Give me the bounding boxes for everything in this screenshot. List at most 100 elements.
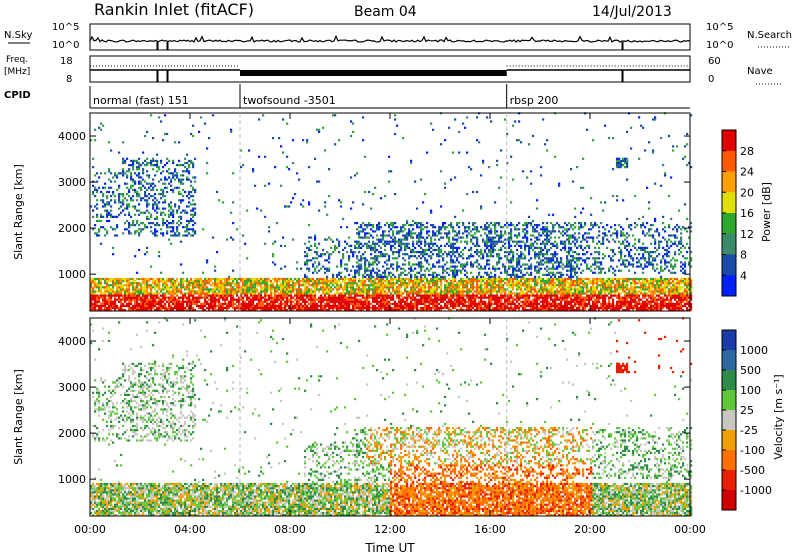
echo-cell [414,302,417,305]
echo-cell [272,261,275,264]
echo-cell [472,306,475,310]
echo-cell [154,302,157,305]
echo-cell [332,294,335,297]
echo-cell [370,294,373,297]
echo-cell [312,282,315,285]
echo-cell [508,309,511,312]
echo-cell [260,309,263,312]
echo-cell [448,277,451,281]
echo-cell [176,298,179,301]
echo-cell [156,230,159,233]
freq-label-1: Freq. [6,55,28,65]
echo-cell [466,300,469,303]
echo-cell [276,286,279,289]
echo-cell [518,304,521,308]
echo-cell [450,288,453,291]
echo-cell [504,304,507,308]
echo-cell [232,304,235,308]
echo-cell [518,244,521,247]
echo-cell [136,286,139,289]
echo-cell [382,286,385,289]
echo-cell [394,309,397,312]
echo-cell [114,282,117,285]
echo-cell [200,296,203,299]
echo-cell [480,257,483,260]
echo-cell [318,282,321,285]
echo-cell [394,257,397,260]
echo-cell [470,284,473,287]
echo-cell [116,288,119,291]
echo-cell [426,242,429,245]
echo-cell [238,286,241,289]
echo-cell [420,302,423,305]
echo-cell [342,292,345,295]
echo-cell [130,296,133,299]
echo-cell [198,284,201,287]
echo-cell [210,296,213,299]
echo-cell [470,294,473,297]
echo-cell [460,292,463,295]
echo-cell [132,298,135,301]
echo-cell [190,294,193,297]
echo-cell [454,215,457,218]
echo-cell [230,286,233,289]
echo-cell [316,257,319,260]
echo-cell [384,253,387,256]
echo-cell [342,294,345,297]
echo-cell [446,236,449,239]
echo-cell [156,294,159,297]
echo-cell [468,304,471,308]
echo-cell [186,211,189,214]
echo-cell [180,306,183,310]
echo-cell [92,309,95,312]
echo-cell [172,161,175,165]
echo-cell [506,284,509,287]
echo-cell [136,304,139,308]
echo-cell [138,292,141,295]
echo-cell [234,290,237,293]
echo-cell [136,298,139,301]
echo-cell [284,284,287,287]
echo-cell [254,309,257,312]
echo-cell [270,309,273,312]
echo-cell [390,277,393,281]
echo-cell [368,236,371,239]
echo-cell [418,255,421,258]
echo-cell [412,296,415,299]
echo-cell [296,306,299,310]
echo-cell [180,240,183,243]
nave-label: Nave [747,66,773,77]
echo-cell [314,288,317,291]
echo-cell [110,280,113,283]
echo-cell [152,205,155,208]
echo-cell [212,236,215,239]
echo-cell [496,222,499,225]
echo-cell [150,288,153,291]
echo-cell [306,304,309,308]
echo-cell [142,228,145,231]
echo-cell [188,222,191,225]
echo-cell [260,294,263,297]
echo-cell [110,195,113,198]
echo-cell [114,296,117,299]
echo-cell [426,259,429,262]
echo-cell [418,292,421,295]
echo-cell [428,296,431,299]
echo-cell [392,286,395,289]
echo-cell [124,280,127,283]
echo-cell [488,306,491,310]
echo-cell [444,306,447,310]
echo-cell [474,277,477,281]
echo-cell [518,298,521,301]
echo-cell [492,298,495,301]
echo-cell [312,306,315,310]
echo-cell [124,197,127,200]
echo-cell [404,224,407,227]
echo-cell [384,244,387,247]
echo-cell [94,139,97,142]
echo-cell [350,300,353,303]
echo-cell [482,296,485,299]
echo-cell [352,201,355,204]
echo-cell [306,280,309,283]
echo-cell [304,275,307,278]
